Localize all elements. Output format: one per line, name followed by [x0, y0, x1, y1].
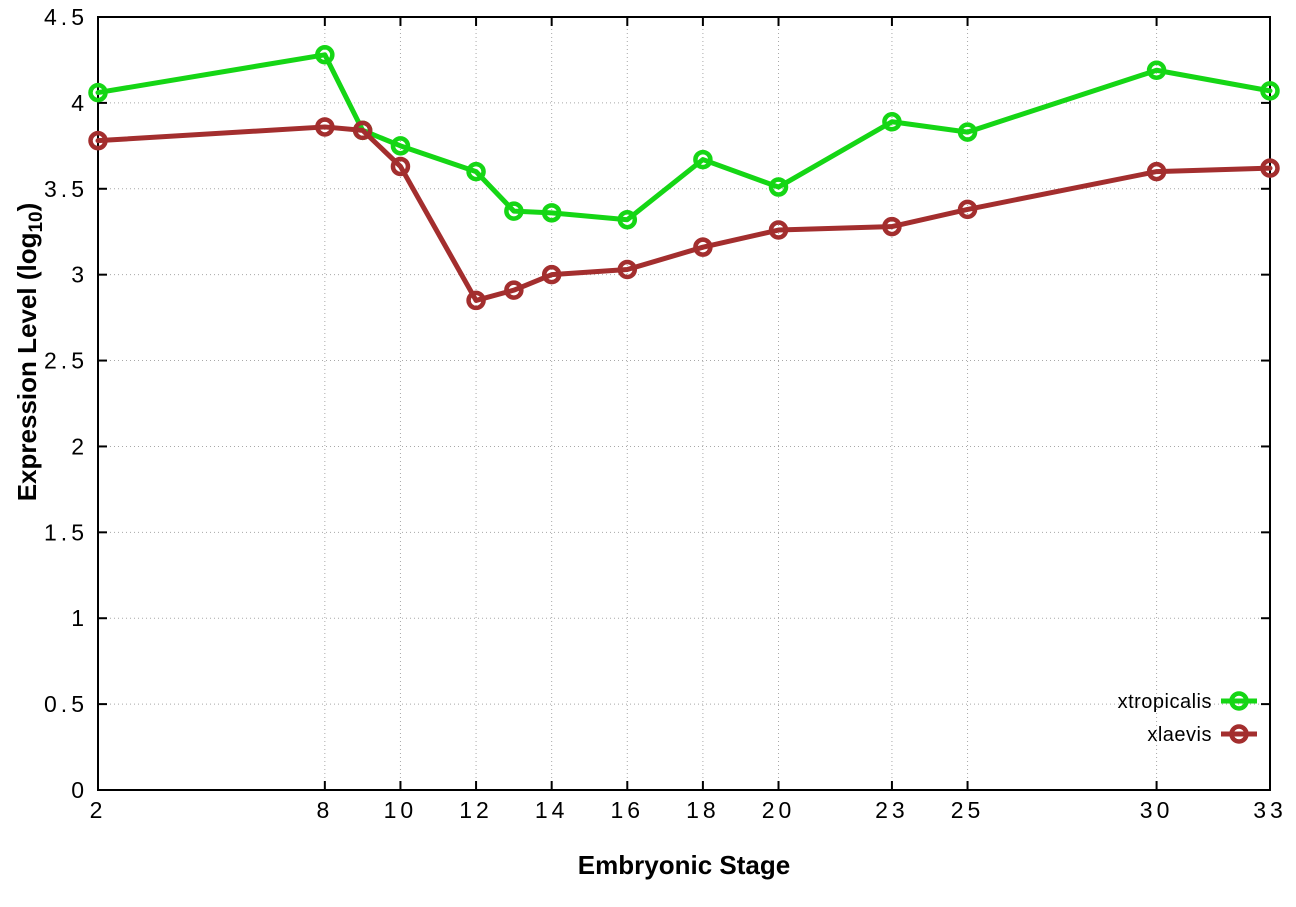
y-axis-title-close: ): [11, 202, 42, 212]
data-point-xtropicalis-12: [466, 161, 486, 182]
x-tick-label-8: 8: [316, 797, 333, 823]
y-tick-label-1: 1: [71, 605, 88, 631]
x-tick-label-20: 20: [762, 797, 796, 823]
data-point-xlaevis-10: [390, 156, 411, 177]
data-point-xtropicalis-33: [1260, 81, 1280, 101]
x-tick-label-2: 2: [90, 797, 107, 823]
y-tick-label-3.5: 3.5: [44, 176, 88, 202]
y-axis-title-main: Expression Level (log: [11, 232, 42, 502]
plot-border: [97, 16, 1271, 791]
data-point-xlaevis-18: [693, 237, 713, 257]
x-tick-label-33: 33: [1253, 797, 1287, 823]
data-point-xlaevis-13: [504, 280, 524, 300]
data-point-xlaevis-30: [1146, 161, 1167, 182]
data-point-xtropicalis-14: [541, 203, 562, 223]
series-line-xtropicalis: [95, 52, 1273, 223]
data-point-xtropicalis-18: [693, 149, 713, 170]
y-tick-label-0.5: 0.5: [44, 691, 88, 717]
x-tick-label-10: 10: [384, 797, 418, 823]
y-tick-label-4: 4: [71, 90, 88, 116]
data-point-xtropicalis-2: [88, 82, 108, 103]
x-tick-label-16: 16: [610, 797, 644, 823]
legend-marker-icon-xtropicalis: [1229, 691, 1249, 711]
data-point-xlaevis-33: [1260, 158, 1280, 178]
y-tick-label-3: 3: [71, 262, 88, 288]
data-point-xtropicalis-8: [315, 45, 335, 65]
x-axis-title: Embryonic Stage: [577, 850, 791, 880]
data-point-xtropicalis-20: [768, 177, 789, 197]
data-point-xlaevis-25: [957, 199, 978, 220]
data-point-xlaevis-23: [882, 216, 902, 237]
legend-item-xlaevis: xlaevis: [1147, 724, 1257, 746]
data-point-xlaevis-12: [466, 290, 486, 311]
data-point-xtropicalis-16: [617, 209, 638, 230]
legend-item-xtropicalis: xtropicalis: [1118, 691, 1257, 713]
y-tick-label-1.5: 1.5: [44, 519, 88, 545]
data-point-xtropicalis-23: [882, 112, 902, 132]
x-tick-label-25: 25: [951, 797, 985, 823]
y-axis-title: Expression Level (log10): [12, 203, 48, 502]
data-point-xlaevis-9: [352, 120, 373, 141]
legend-label-xtropicalis: xtropicalis: [1118, 691, 1212, 713]
x-tick-label-18: 18: [686, 797, 720, 823]
data-point-xtropicalis-10: [390, 136, 411, 156]
legend-marker-icon-xlaevis: [1229, 724, 1249, 744]
y-axis-title-subscript: 10: [26, 211, 48, 233]
y-tick-label-0: 0: [71, 777, 88, 803]
data-point-xlaevis-16: [617, 259, 638, 280]
data-point-xtropicalis-25: [957, 122, 978, 142]
data-point-xtropicalis-13: [504, 201, 524, 221]
data-point-xlaevis-20: [768, 220, 789, 240]
x-tick-label-30: 30: [1140, 797, 1174, 823]
data-point-xlaevis-2: [88, 130, 108, 151]
y-tick-label-4.5: 4.5: [44, 4, 88, 30]
x-tick-label-14: 14: [535, 797, 569, 823]
y-tick-label-2: 2: [71, 433, 88, 459]
data-point-xlaevis-8: [315, 117, 335, 137]
legend-label-xlaevis: xlaevis: [1147, 724, 1212, 746]
series-xtropicalis: [88, 45, 1280, 230]
x-tick-label-12: 12: [459, 797, 493, 823]
data-point-xtropicalis-30: [1146, 60, 1167, 81]
series-xlaevis: [88, 117, 1280, 311]
data-point-xlaevis-14: [541, 264, 562, 285]
y-tick-label-2.5: 2.5: [44, 348, 88, 374]
legend: xtropicalis xlaevis: [1118, 691, 1257, 746]
x-tick-label-23: 23: [875, 797, 909, 823]
